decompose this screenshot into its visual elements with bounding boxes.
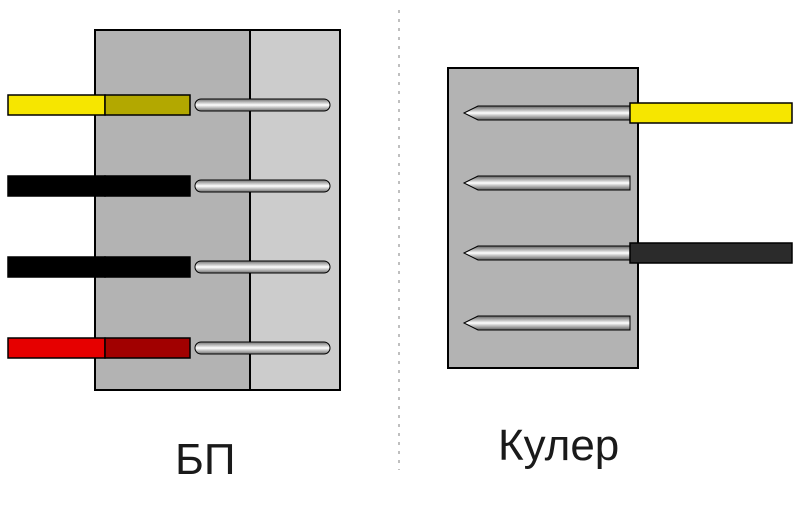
label-cooler: Кулер — [498, 421, 619, 471]
psu-pin — [195, 261, 330, 273]
psu-wire-inner — [105, 95, 190, 115]
diagram-svg — [0, 0, 796, 521]
psu-wire-inner — [105, 338, 190, 358]
psu-wire — [8, 257, 105, 277]
diagram-stage: БП Кулер — [0, 0, 796, 521]
psu-pin — [195, 99, 330, 111]
cooler-pin — [464, 106, 630, 120]
psu-wire — [8, 338, 105, 358]
cooler-wire — [630, 103, 792, 123]
psu-pin — [195, 342, 330, 354]
cooler-pin — [464, 176, 630, 190]
psu-connector-body — [95, 30, 250, 390]
psu-wire — [8, 95, 105, 115]
psu-connector-sleeve — [250, 30, 340, 390]
psu-pin — [195, 180, 330, 192]
cooler-pin — [464, 316, 630, 330]
psu-wire-inner — [105, 257, 190, 277]
label-psu: БП — [175, 435, 236, 485]
cooler-wire — [630, 243, 792, 263]
psu-wire-inner — [105, 176, 190, 196]
cooler-pin — [464, 246, 630, 260]
psu-wire — [8, 176, 105, 196]
